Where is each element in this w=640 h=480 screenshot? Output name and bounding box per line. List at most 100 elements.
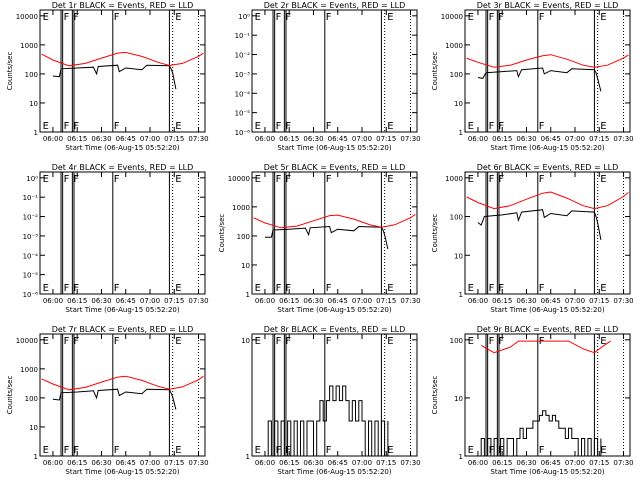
- x-tick-label: 07:00: [565, 297, 585, 305]
- panel-5: Det 5r BLACK = Events, RED = LLD 1 10 100 10…: [218, 163, 421, 314]
- x-tick-label: 07:15: [164, 135, 184, 143]
- chart-title: Det 7r BLACK = Events, RED = LLD: [52, 325, 194, 334]
- y-tick-label: 1000: [445, 175, 463, 183]
- plot-frame: [39, 9, 206, 133]
- x-tick-label: 07:30: [400, 297, 420, 305]
- flag-label: F: [73, 121, 79, 132]
- y-tick-label: 10⁻⁴: [235, 90, 251, 98]
- flag-label: F: [73, 12, 79, 23]
- chart-title: Det 5r BLACK = Events, RED = LLD: [264, 163, 406, 172]
- plot-frame: [251, 333, 418, 457]
- panel-3: Det 3r BLACK = Events, RED = LLD 1 10 100 10…: [431, 1, 634, 152]
- flag-label: F: [326, 445, 332, 456]
- flag-label: F: [276, 336, 282, 347]
- x-tick-label: 06:15: [492, 135, 512, 143]
- y-tick-label: 10: [454, 395, 463, 403]
- flag-label: F: [326, 336, 332, 347]
- flag-label: E: [43, 121, 49, 132]
- x-tick-label: 06:45: [541, 459, 561, 467]
- x-tick-label: 07:15: [589, 135, 609, 143]
- x-tick-label: 07:00: [352, 297, 372, 305]
- x-tick-label: 06:00: [255, 297, 275, 305]
- x-tick-label: 06:30: [91, 459, 111, 467]
- flag-label: F: [489, 12, 495, 23]
- x-tick-label: 06:45: [541, 135, 561, 143]
- y-axis-label: Counts/sec: [6, 376, 14, 415]
- flag-label: F: [498, 283, 504, 294]
- y-tick-label: 1: [459, 453, 463, 461]
- plot-frame: [39, 333, 206, 457]
- y-tick-label: 100: [450, 214, 463, 222]
- y-tick-label: 1000: [232, 204, 250, 212]
- chart-title: Det 4r BLACK = Events, RED = LLD: [52, 163, 194, 172]
- x-tick-label: 06:00: [43, 297, 63, 305]
- x-tick-label: 07:30: [188, 135, 208, 143]
- chart-title: Det 6r BLACK = Events, RED = LLD: [477, 163, 619, 172]
- events-series-line: [264, 225, 389, 250]
- flag-label: E: [175, 121, 181, 132]
- flag-label: F: [64, 174, 70, 185]
- y-tick-label: 10: [241, 262, 250, 270]
- events-series-line: [52, 64, 177, 90]
- x-tick-label: 06:30: [303, 459, 323, 467]
- y-tick-label: 1: [246, 453, 250, 461]
- flag-label: F: [114, 283, 120, 294]
- x-tick-label: 06:45: [328, 297, 348, 305]
- events-series-line: [264, 385, 389, 457]
- y-tick-label: 10⁻⁵: [235, 110, 251, 118]
- y-tick-label: 100: [237, 233, 250, 241]
- x-tick-label: 06:15: [279, 135, 299, 143]
- flag-label: F: [326, 174, 332, 185]
- x-tick-label: 07:15: [376, 297, 396, 305]
- flag-label: E: [468, 12, 474, 23]
- x-tick-label: 07:00: [565, 459, 585, 467]
- panel-4: Det 4r BLACK = Events, RED = LLD 10⁻⁶ 10⁻⁵…: [23, 163, 209, 314]
- x-tick-label: 07:00: [352, 459, 372, 467]
- y-tick-label: 10000: [16, 337, 38, 345]
- y-tick-label: 1: [459, 129, 463, 137]
- x-tick-label: 06:45: [116, 135, 136, 143]
- flag-label: F: [64, 283, 70, 294]
- chart-title: Det 3r BLACK = Events, RED = LLD: [477, 1, 619, 10]
- flag-label: F: [114, 336, 120, 347]
- flag-label: E: [387, 174, 393, 185]
- flag-label: F: [73, 283, 79, 294]
- y-tick-label: 10⁰: [26, 175, 38, 183]
- x-tick-label: 07:00: [565, 135, 585, 143]
- x-tick-label: 06:45: [116, 459, 136, 467]
- flag-label: F: [326, 12, 332, 23]
- plot-frame: [464, 333, 631, 457]
- flag-label: E: [600, 174, 606, 185]
- flag-label: F: [285, 283, 291, 294]
- x-axis-label: Start Time (06-Aug-15 05:52:20): [65, 306, 179, 314]
- lld-series-line: [41, 51, 204, 67]
- flag-label: E: [600, 12, 606, 23]
- lld-series-line: [466, 191, 629, 210]
- flag-label: F: [114, 121, 120, 132]
- flag-label: E: [43, 12, 49, 23]
- x-tick-label: 07:30: [613, 297, 633, 305]
- flag-label: F: [64, 12, 70, 23]
- plot-frame: [39, 171, 206, 295]
- x-tick-label: 06:30: [91, 135, 111, 143]
- flag-label: F: [276, 174, 282, 185]
- flag-label: F: [73, 445, 79, 456]
- x-tick-label: 07:30: [400, 459, 420, 467]
- flag-label: F: [326, 283, 332, 294]
- y-axis-label: Counts/sec: [431, 214, 439, 253]
- events-series-line: [477, 67, 602, 92]
- chart-title: Det 9r BLACK = Events, RED = LLD: [477, 325, 619, 334]
- x-tick-label: 06:00: [468, 297, 488, 305]
- y-tick-label: 10⁻¹: [23, 194, 39, 202]
- flag-label: E: [43, 283, 49, 294]
- x-tick-label: 07:00: [140, 459, 160, 467]
- y-tick-label: 10⁻²: [235, 52, 251, 60]
- flag-label: E: [600, 445, 606, 456]
- flag-label: F: [489, 283, 495, 294]
- y-axis-label: Counts/sec: [431, 376, 439, 415]
- flag-label: F: [498, 12, 504, 23]
- plot-frame: [251, 171, 418, 295]
- flag-label: E: [255, 283, 261, 294]
- flag-label: E: [43, 336, 49, 347]
